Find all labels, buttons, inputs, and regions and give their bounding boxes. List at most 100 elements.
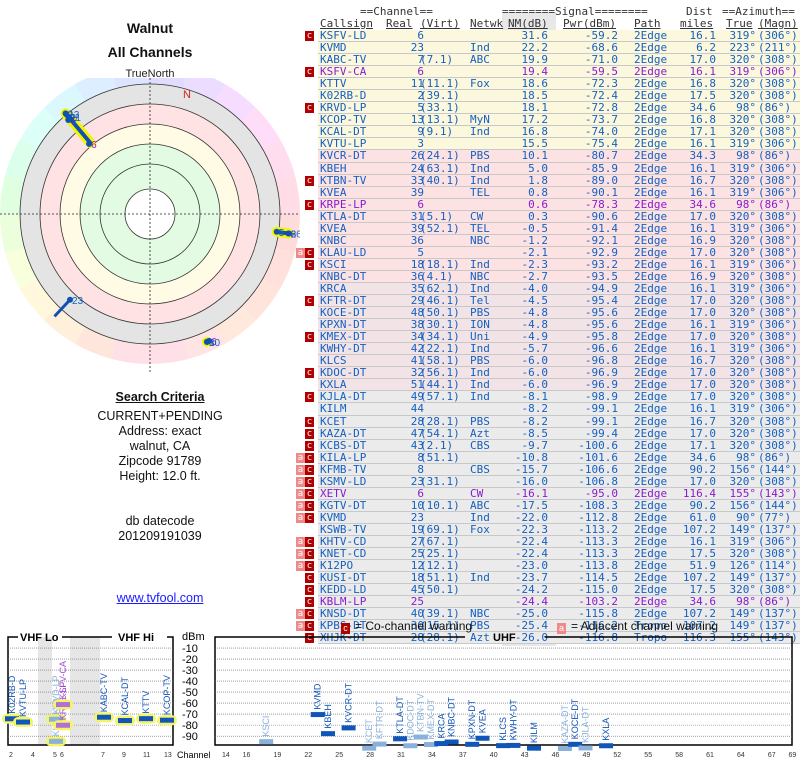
station-channel-label: 5 (279, 228, 285, 239)
table-row[interactable]: KNBC-DT 36 (4.1) NBC -2.7 -93.5 2Edge 16.9 320°(… (318, 269, 800, 283)
table-row[interactable]: KFTR-DT 29 (46.1) Tel -4.5 -95.4 2Edge 17.0 320°… (305, 295, 800, 308)
azimuth-true-cell: 320° (729, 330, 757, 344)
distance-cell: 34.6 (689, 197, 717, 211)
azimuth-magn-cell: (306°) (758, 221, 798, 235)
table-row[interactable]: KGTV-DT 10 (10.1) ABC -17.5 -108.3 2Edge 90.2 15… (296, 498, 800, 512)
table-row[interactable]: KWHY-DT 42 (22.1) Ind -5.7 -96.6 2Edge 16.1 319°… (318, 342, 800, 356)
distance-cell: 16.1 (689, 281, 717, 295)
table-row[interactable]: KLAU-LD 5 -2.1 -92.9 2Edge 17.0 320° (308°) a c (296, 246, 800, 259)
table-row[interactable]: KSFV-CA 6 19.4 -59.5 2Edge 16.1 319° (306°) c (305, 66, 800, 79)
table-row[interactable]: KSFV-LD 6 31.6 -59.2 2Edge 16.1 319° (306°) c (305, 29, 800, 43)
azimuth-true-cell: 223° (729, 41, 757, 55)
callsign-cell: KCOP-TV (320, 113, 367, 127)
power-cell: -99.1 (584, 402, 618, 416)
table-row[interactable]: KABC-TV 7 (7.1) ABC 19.9 -71.0 2Edge 17.0 320° (3… (318, 53, 800, 67)
virtual-channel-cell: (24.1) (420, 149, 460, 163)
criteria-line: Zipcode 91789 (118, 454, 202, 468)
table-row[interactable]: KSWB-TV 19 (69.1) Fox -22.3 -113.2 2Edge 107.2 1… (318, 522, 800, 536)
virtual-channel-cell: (56.1) (420, 366, 460, 380)
power-cell: -91.4 (584, 221, 618, 235)
azimuth-true-cell: 320° (729, 125, 757, 139)
table-row[interactable]: KCBS-DT 43 (2.1) CBS -9.7 -100.6 2Edge 17.1 320°… (305, 439, 800, 452)
table-row[interactable]: KCAL-DT 9 (9.1) Ind 16.8 -74.0 2Edge 17.1 320° (3… (318, 125, 800, 139)
network-cell: Ind (470, 161, 490, 175)
callsign-cell: KOCE-DT (320, 306, 367, 320)
table-row[interactable]: KSCI 18 (18.1) Ind -2.3 -93.2 2Edge 16.1 319° (30… (305, 258, 800, 271)
location-title: Walnut (126, 20, 174, 36)
path-cell: 2Edge (634, 450, 668, 464)
table-row[interactable]: KBEH 24 (63.1) Ind 5.0 -85.9 2Edge 16.1 319° (306… (318, 161, 800, 175)
table-row[interactable]: KTTV 11 (11.1) Fox 18.6 -72.3 2Edge 16.8 320° (30… (318, 77, 800, 91)
tvfool-link[interactable]: www.tvfool.com (116, 591, 204, 605)
table-row[interactable]: XETV 6 CW -16.1 -95.0 2Edge 116.4 155° (143°) a c (296, 486, 800, 500)
table-row[interactable]: KRPE-LP 6 0.6 -78.3 2Edge 34.6 98° (86°) c (305, 197, 800, 211)
col-pwr: Pwr(dBm) (563, 17, 616, 30)
table-row[interactable]: KXLA 51 (44.1) Ind -6.0 -96.9 2Edge 17.0 320° (30… (318, 379, 800, 392)
table-row[interactable]: KILA-LP 8 (51.1) -10.8 -101.6 2Edge 34.6 98° (86… (296, 450, 800, 464)
network-cell: CW (470, 486, 484, 500)
table-row[interactable]: KNBC 36 NBC -1.2 -92.1 2Edge 16.9 320° (308°) (318, 234, 800, 247)
azimuth-color-segment (113, 78, 150, 89)
network-cell: Fox (470, 77, 490, 91)
path-cell: 2Edge (634, 149, 668, 163)
table-row[interactable]: KVMD 23 Ind 22.2 -68.6 2Edge 6.2 223° (211°) (318, 41, 800, 55)
table-row[interactable]: KFMB-TV 8 CBS -15.7 -106.6 2Edge 90.2 156° (144°… (296, 463, 800, 476)
network-cell: PBS (470, 619, 490, 633)
table-row[interactable]: KRCA 35 (62.1) Ind -4.0 -94.9 2Edge 16.1 319° (30… (318, 281, 800, 296)
table-row[interactable]: K02RB-D 2 (39.1) 18.5 -72.4 2Edge 17.5 320° (308… (318, 90, 800, 103)
table-row[interactable]: KLCS 41 (58.1) PBS -6.0 -96.8 2Edge 16.7 320° (30… (318, 355, 800, 368)
distance-cell: 107.2 (682, 619, 716, 633)
table-row[interactable]: KVTU-LP 3 15.5 -75.4 2Edge 16.1 319° (306°) (318, 138, 800, 151)
table-row[interactable]: KJLA-DT 49 (57.1) Ind -8.1 -98.9 2Edge 17.0 320°… (305, 391, 800, 404)
adjacent-warning-icon: a (296, 476, 305, 487)
table-row[interactable]: KPXN-DT 38 (30.1) ION -4.8 -95.6 2Edge 16.1 319°… (318, 319, 800, 332)
table-row[interactable]: K12PO 12 (12.1) -23.0 -113.8 2Edge 51.9 126° (11… (296, 560, 800, 573)
path-cell: 2Edge (634, 522, 668, 536)
distance-cell: 17.0 (689, 53, 717, 67)
table-row[interactable]: KVMD 23 Ind -22.0 -112.8 2Edge 61.0 90° (77°) a c (296, 511, 800, 524)
table-row[interactable]: KBLM-LP 25 -24.4 -103.2 2Edge 34.6 98° (86°) c (305, 596, 800, 609)
table-row[interactable]: KRVD-LP 5 (33.1) 18.1 -72.8 2Edge 34.6 98° (86°)… (305, 102, 800, 115)
table-row[interactable]: KVEA 39 TEL 0.8 -90.1 2Edge 16.1 319° (306°) (318, 186, 800, 199)
table-row[interactable]: KCET 28 (28.1) PBS -8.2 -99.1 2Edge 16.7 320° (30… (305, 415, 800, 428)
distance-cell: 116.4 (682, 486, 716, 500)
table-row[interactable]: KDOC-DT 32 (56.1) Ind -6.0 -96.9 2Edge 17.0 320°… (305, 366, 800, 380)
path-cell: 2Edge (634, 426, 668, 440)
path-cell: 2Edge (634, 209, 668, 223)
table-row[interactable]: KMEX-DT 34 (34.1) Uni -4.9 -95.8 2Edge 17.0 320°… (305, 330, 800, 344)
channel-tick-label: 11 (143, 752, 150, 759)
azimuth-true-cell: 320° (729, 474, 757, 488)
power-cell: -115.0 (578, 583, 618, 597)
table-row[interactable]: KEDD-LD 45 (50.1) -24.2 -115.0 2Edge 17.5 320°(… (305, 583, 800, 597)
table-row[interactable]: KNET-CD 25 (25.1) -22.4 -113.3 2Edge 17.5 320°(… (296, 548, 800, 561)
station-bar (568, 741, 583, 747)
table-row[interactable]: KAZA-DT 47 (54.1) Azt -8.5 -99.4 2Edge 17.0 320°… (305, 426, 800, 440)
table-row[interactable]: KILM 44 -8.2 -99.1 2Edge 16.1 319° (306°) (318, 402, 800, 416)
table-row[interactable]: KNSD-DT 40 (39.1) NBC -25.0 -115.8 2Edge 107.2 1… (296, 607, 800, 621)
co-channel-warning-icon: c (305, 296, 314, 307)
distance-cell: 16.1 (689, 29, 717, 42)
power-cell: -108.3 (578, 498, 618, 512)
distance-cell: 107.2 (682, 571, 716, 585)
table-row[interactable]: KSMV-LD 23 (31.1) -16.0 -106.8 2Edge 17.0 320°(… (296, 474, 800, 488)
real-channel-cell: 33 (410, 173, 424, 187)
station-bar (118, 718, 132, 724)
table-row[interactable]: KCOP-TV 13 (13.1) MyN 17.2 -73.7 2Edge 16.8 320°… (318, 113, 800, 127)
network-cell: Ind (470, 41, 490, 55)
callsign-cell: KCAL-DT (320, 125, 367, 139)
table-row[interactable]: KVEA 39 (52.1) TEL -0.5 -91.4 2Edge 16.1 319° (30… (318, 221, 800, 235)
co-channel-warning-icon: c (305, 247, 314, 258)
azimuth-true-cell: 155° (729, 486, 757, 500)
channel-tick-label: 22 (304, 752, 312, 759)
table-row[interactable]: KUSI-DT 18 (51.1) Ind -23.7 -114.5 2Edge 107.2 1… (305, 571, 800, 585)
table-row[interactable]: KHTV-CD 27 (67.1) -22.4 -113.3 2Edge 16.1 319°(… (296, 535, 800, 549)
table-row[interactable]: KVCR-DT 26 (24.1) PBS 10.1 -80.7 2Edge 34.3 98°(… (318, 149, 800, 163)
real-channel-cell: 6 (417, 29, 424, 42)
table-row[interactable]: KTLA-DT 31 (5.1) CW 0.3 -90.6 2Edge 17.0 320° (30… (318, 209, 800, 223)
distance-cell: 16.9 (689, 269, 717, 283)
nm-cell: -25.0 (514, 607, 548, 621)
nm-cell: -5.7 (521, 342, 549, 356)
table-row[interactable]: KOCE-DT 48 (50.1) PBS -4.8 -95.6 2Edge 17.0 320°… (318, 306, 800, 320)
table-row[interactable]: XHJK-DT 28 (28.1) Azt -26.0 -116.8 Tropo 116.3 1… (305, 632, 800, 645)
table-row[interactable]: KTBN-TV 33 (40.1) Ind 1.8 -89.0 2Edge 16.7 320°(… (305, 173, 800, 187)
